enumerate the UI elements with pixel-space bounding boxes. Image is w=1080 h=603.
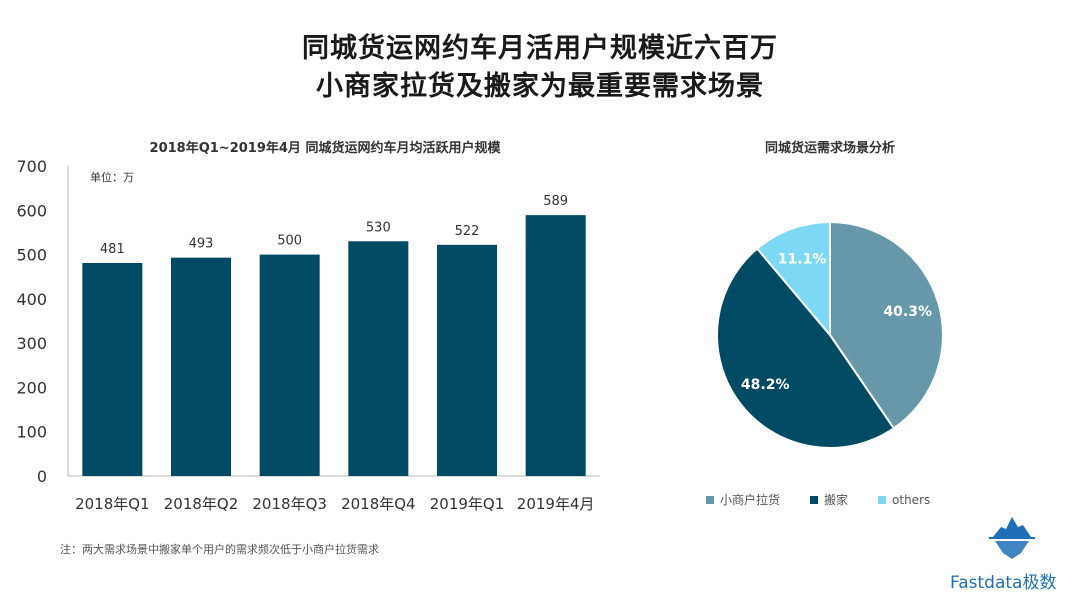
legend-item-moving: 搬家: [810, 491, 848, 508]
y-tick-label: 700: [16, 157, 47, 176]
legend-label: 搬家: [824, 493, 849, 507]
bar: [525, 215, 586, 476]
bar: [437, 244, 497, 476]
y-tick-label: 200: [16, 378, 47, 397]
x-tick-label: 2019年4月: [517, 495, 595, 513]
x-tick-label: 2018年Q3: [252, 495, 327, 513]
bar: [348, 241, 409, 476]
bar-value-label: 493: [189, 237, 214, 252]
bar-value-label: 500: [277, 234, 302, 249]
bar-value-label: 481: [100, 242, 125, 257]
y-tick-label: 0: [37, 467, 47, 486]
legend-swatch: [706, 495, 714, 504]
y-tick-label: 100: [16, 423, 47, 442]
pie-legend: 小商户拉货 搬家 others: [706, 491, 930, 508]
bar-value-label: 522: [455, 224, 480, 239]
pie-slice: [716, 247, 896, 449]
pie-slice-label: 48.2%: [741, 377, 790, 393]
pie-slice-label: 40.3%: [883, 304, 932, 320]
legend-item-others: others: [878, 491, 930, 508]
bar: [171, 257, 231, 476]
pie-chart-title: 同城货运需求场景分析: [764, 141, 895, 156]
pie-slice: [829, 220, 944, 430]
y-tick-label: 400: [16, 290, 47, 309]
bar-chart-unit: 单位：万: [90, 171, 134, 184]
legend-swatch: [878, 495, 887, 504]
legend-item-small-merchant: 小商户拉货: [706, 491, 780, 508]
x-tick-label: 2019年Q1: [430, 495, 505, 513]
x-tick-label: 2018年Q4: [341, 495, 416, 513]
pie-slice: [755, 220, 831, 338]
bar-chart-title: 2018年Q1~2019年4月 同城货运网约车月均活跃用户规模: [149, 141, 501, 156]
iceberg-logo-icon: [989, 517, 1035, 559]
page-title-line2: 小商家拉货及搬家为最重要需求场景: [316, 71, 764, 102]
bar-value-label: 589: [543, 194, 568, 209]
page-title-line1: 同城货运网约车月活用户规模近六百万: [302, 33, 778, 64]
legend-label: 小商户拉货: [720, 493, 781, 507]
x-tick-label: 2018年Q2: [164, 495, 239, 513]
pie-slice-label: 11.1%: [778, 252, 827, 268]
x-tick-label: 2018年Q1: [75, 495, 150, 513]
footnote: 注：两大需求场景中搬家单个用户的需求频次低于小商户拉货需求: [60, 543, 379, 556]
brand-name: Fastdata极数: [950, 573, 1057, 593]
y-tick-label: 600: [16, 201, 47, 220]
bar: [259, 254, 320, 476]
bar-value-label: 530: [366, 220, 391, 235]
legend-swatch: [810, 495, 819, 504]
legend-label: others: [892, 492, 931, 507]
y-tick-label: 500: [16, 246, 47, 265]
bar: [82, 262, 143, 476]
y-tick-label: 300: [16, 334, 47, 353]
